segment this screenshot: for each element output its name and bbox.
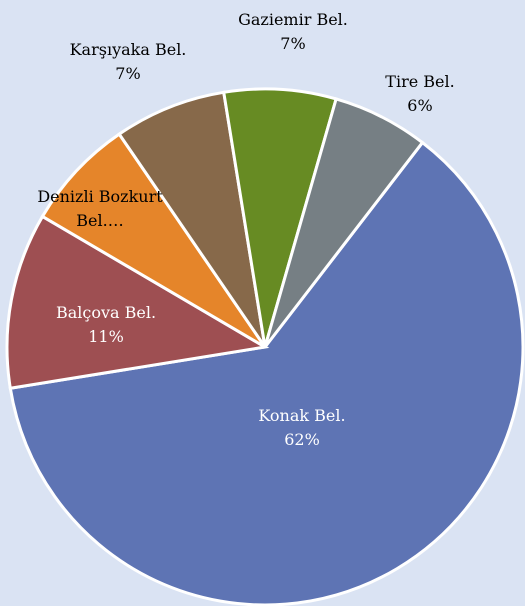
pie-slice xyxy=(263,97,425,348)
value-label: 7% xyxy=(115,64,141,83)
category-label: Gaziemir Bel. xyxy=(238,10,348,29)
slice-label: Tire Bel. 6% xyxy=(360,70,480,118)
value-label: 6% xyxy=(407,96,433,115)
pie-slice xyxy=(8,140,525,606)
category-label: Balçova Bel. xyxy=(55,303,157,322)
category-label: Tire Bel. xyxy=(385,72,455,91)
slice-label: Karşıyaka Bel. 7% xyxy=(48,38,208,86)
category-label: Konak Bel. xyxy=(258,406,346,425)
slice-label: Gaziemir Bel. 7% xyxy=(213,8,373,56)
slice-label: Balçova Bel. 11% xyxy=(26,301,186,349)
pie-slice xyxy=(117,90,267,348)
value-label: 62% xyxy=(284,430,320,449)
pie-slice xyxy=(5,214,270,390)
value-label: 11% xyxy=(88,327,124,346)
slice-label: Konak Bel. 62% xyxy=(202,404,402,452)
category-label: Denizli Bozkurt Bel.… xyxy=(37,187,163,230)
value-label: 7% xyxy=(280,34,306,53)
category-label: Karşıyaka Bel. xyxy=(69,40,187,59)
pie-slice xyxy=(222,87,338,348)
pie-slice xyxy=(40,132,267,349)
slice-label: Denizli Bozkurt Bel.… xyxy=(20,185,180,233)
